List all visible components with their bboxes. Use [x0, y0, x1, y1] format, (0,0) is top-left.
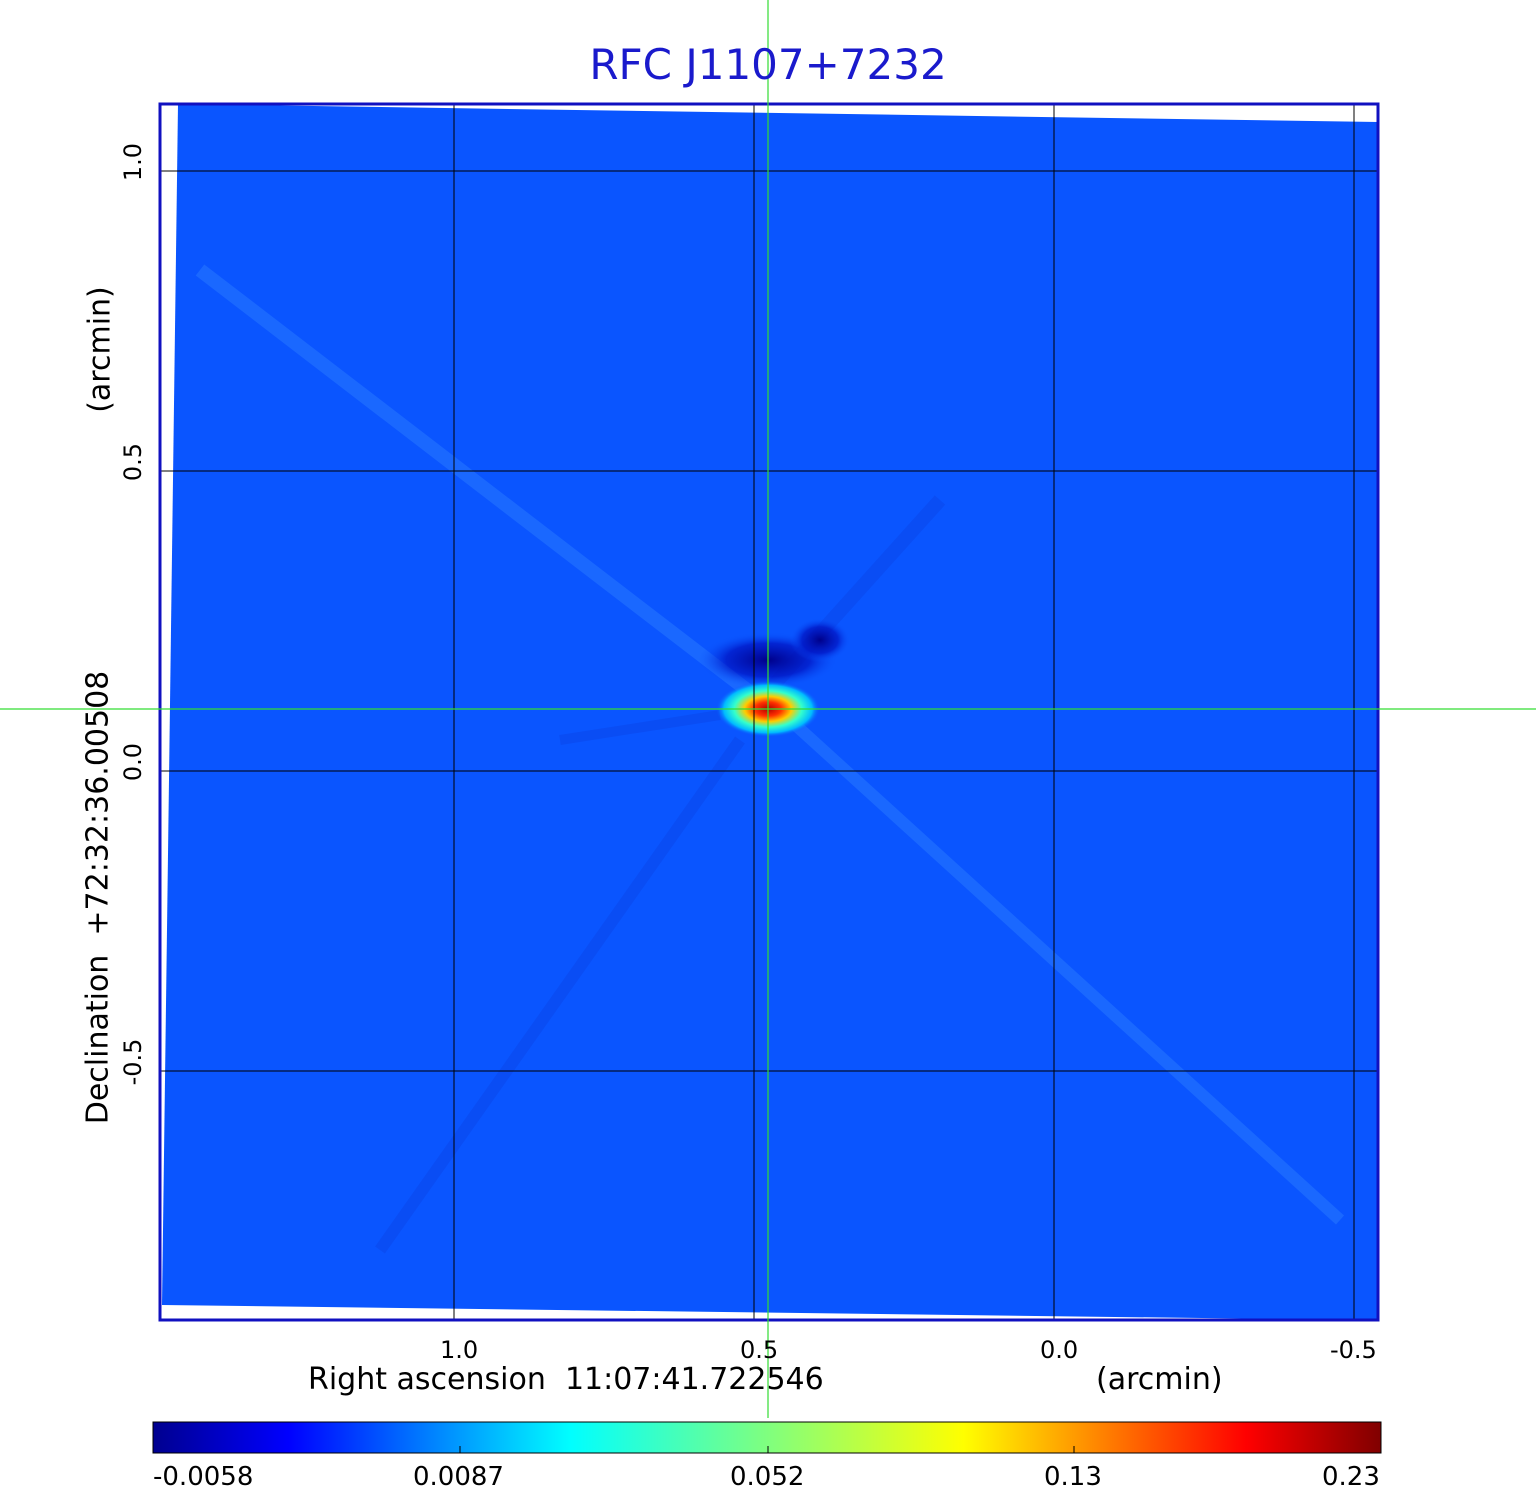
y-axis-center: +72:32:36.00508	[80, 670, 116, 936]
colorbar-label: 0.052	[730, 1462, 805, 1492]
y-tick: 0.5	[119, 442, 147, 482]
x-tick: -0.5	[1330, 1336, 1377, 1364]
crosshair	[0, 0, 1536, 1418]
y-axis-units: (arcmin)	[82, 286, 118, 413]
coordinate-grid	[160, 104, 1378, 1320]
y-axis-name: Declination	[80, 954, 116, 1125]
x-axis-units: (arcmin)	[1096, 1362, 1223, 1397]
x-axis-label: Right ascension 11:07:41.722546	[308, 1362, 824, 1397]
x-tick: 0.0	[1040, 1336, 1079, 1364]
negative-lobe-right	[790, 618, 850, 662]
colorbar-label: 0.23	[1322, 1462, 1380, 1492]
colorbar-label: 0.0087	[413, 1462, 504, 1492]
colorbar-label: -0.0058	[153, 1462, 254, 1492]
plot-title: RFC J1107+7232	[589, 40, 947, 89]
y-axis-label: Declination +72:32:36.00508	[81, 648, 116, 1148]
x-axis-center: 11:07:41.722546	[564, 1362, 824, 1397]
x-tick: 1.0	[440, 1336, 479, 1364]
colorbar-ticks	[459, 1446, 1075, 1453]
colorbar-label: 0.13	[1044, 1462, 1102, 1492]
y-tick: 0.0	[119, 742, 147, 782]
sidelobe-streaks	[195, 264, 1345, 1254]
x-axis-name: Right ascension	[308, 1362, 546, 1397]
colorbar	[152, 1421, 1382, 1454]
plot-frame	[158, 102, 1380, 1322]
y-tick: 1.0	[119, 142, 147, 182]
x-tick: 0.5	[740, 1336, 779, 1364]
y-tick: -0.5	[119, 1038, 147, 1086]
